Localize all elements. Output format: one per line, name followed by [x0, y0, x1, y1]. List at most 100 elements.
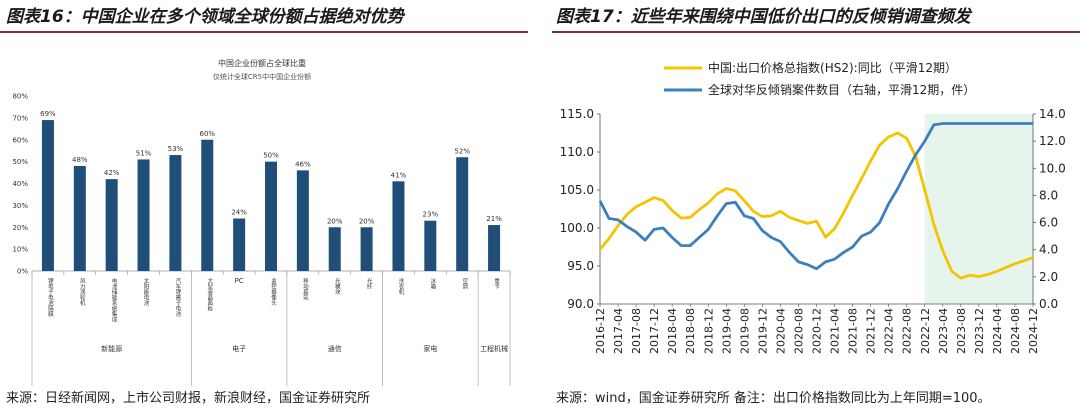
xtick-label: 2017-12 [648, 308, 661, 354]
bar-category-label: 风力涡轮机 [79, 278, 86, 307]
bar-ytick-label: 70% [12, 114, 28, 122]
bar-data-label: 53% [168, 145, 184, 153]
xtick-label: 2021-12 [865, 308, 878, 354]
left-header-rule [0, 31, 528, 33]
bar-data-label: 42% [104, 169, 120, 177]
bar-category-label: 光模块 [334, 277, 341, 296]
right-ytick-label: 4.0 [1039, 243, 1058, 257]
left-ytick-label: 95.0 [567, 259, 594, 273]
bar-group-label: 新能源 [101, 344, 122, 353]
right-ytick-label: 6.0 [1039, 216, 1058, 230]
bar-data-label: 60% [199, 130, 215, 138]
right-ytick-label: 14.0 [1039, 107, 1066, 121]
bar-chart-subtitle: 仅统计全球CR5中中国企业份额 [213, 72, 311, 81]
xtick-label: 2024-04 [991, 308, 1004, 354]
bar-category-label: PC [235, 277, 244, 285]
bar-data-label: 23% [423, 211, 439, 219]
xtick-label: 2018-12 [702, 308, 715, 354]
bar-category-label: 电池储能系统集成 [111, 277, 118, 324]
right-source-note: 来源：wind，国金证券研究所 备注：出口价格指数同比为上年同期=100。 [556, 391, 991, 406]
bar-category-label: 空调 [461, 277, 468, 291]
bar [488, 225, 501, 271]
xtick-label: 2022-04 [883, 308, 896, 354]
bar-category-label: 监控摄像头 [270, 277, 277, 307]
bar-data-label: 46% [295, 160, 311, 168]
right-header-rule [552, 31, 1080, 33]
bar-category-label: 太阳能电池 [143, 277, 150, 306]
xtick-label: 2018-08 [684, 308, 697, 354]
bar [169, 155, 182, 271]
bar-data-label: 20% [359, 217, 375, 225]
bar-category-label: 洗衣机 [397, 277, 404, 296]
bar [265, 161, 277, 271]
bar-category-label: 重卡 [493, 277, 500, 291]
left-ytick-label: 115.0 [560, 107, 594, 121]
bar-group-label: 通信 [328, 344, 342, 353]
legend-label-cases: 全球对华反倾销案件数目（右轴，平滑12期，件） [708, 82, 975, 97]
left-figure-header: 图表16：中国企业在多个领域全球份额占据绝对优势 [6, 7, 404, 27]
bar [424, 220, 437, 271]
xtick-label: 2020-08 [792, 308, 805, 354]
series-line-cases [598, 122, 1033, 271]
bar-ytick-label: 10% [12, 246, 28, 254]
bar [201, 139, 214, 271]
bar-category-label: 汽车锂离子电池 [174, 277, 181, 317]
xtick-label: 2022-12 [919, 308, 932, 354]
bar-data-label: 52% [454, 147, 470, 155]
left-ytick-label: 110.0 [560, 145, 594, 159]
line-chart: 中国:出口价格总指数(HS2):同比（平滑12期） 全球对华反倾销案件数目（右轴… [560, 60, 1066, 354]
bar-ytick-label: 20% [12, 224, 28, 232]
xtick-label: 2020-04 [774, 308, 787, 354]
bar-group-label: 工程机械 [480, 344, 508, 353]
xtick-label: 2018-04 [666, 308, 679, 354]
bar-group-label: 家电 [423, 344, 437, 353]
left-source-note: 来源：日经新闻网，上市公司财报，新浪财经，国金证券研究所 [6, 391, 371, 406]
bar [41, 120, 54, 271]
bar-ytick-label: 50% [12, 158, 28, 166]
bar-data-label: 69% [40, 110, 56, 118]
bar-group-label: 电子 [232, 344, 246, 353]
bar-chart: 中国企业份额占全球比重 仅统计全球CR5中中国企业份额 0% 10% 20% 30% 4… [12, 58, 511, 386]
bar-data-label: 50% [263, 152, 279, 160]
xtick-label: 2020-12 [811, 308, 824, 354]
xtick-label: 2024-12 [1027, 308, 1040, 354]
bar-ytick-label: 30% [12, 202, 28, 210]
right-ytick-label: 0.0 [1039, 297, 1058, 311]
right-figure-header: 图表17：近些年来围绕中国低价出口的反倾销调查频发 [556, 7, 971, 27]
right-ytick-label: 8.0 [1039, 188, 1058, 202]
shaded-period [924, 114, 1033, 304]
xtick-label: 2016-12 [594, 308, 607, 354]
bar-ytick-label: 0% [17, 268, 28, 276]
series-line-price [598, 131, 1034, 280]
bar-data-label: 20% [327, 217, 343, 225]
left-ytick-label: 105.0 [560, 183, 594, 197]
bar-category-label: 移动基站 [302, 277, 309, 302]
bar-category-label: 冰箱 [429, 277, 436, 291]
bar-category-label: 光纤 [366, 277, 373, 291]
xtick-label: 2017-08 [630, 308, 643, 354]
xtick-label: 2023-08 [955, 308, 968, 354]
bar [73, 166, 86, 271]
bar-ytick-label: 80% [12, 93, 28, 101]
bar [328, 227, 341, 271]
bar [233, 218, 246, 271]
xtick-label: 2019-08 [738, 308, 751, 354]
xtick-label: 2021-08 [847, 308, 860, 354]
right-ytick-label: 10.0 [1039, 161, 1066, 175]
legend-label-price: 中国:出口价格总指数(HS2):同比（平滑12期） [708, 60, 957, 75]
bar [296, 170, 309, 271]
bar [360, 227, 373, 271]
left-ytick-label: 90.0 [567, 297, 594, 311]
bar-chart-title: 中国企业份额占全球比重 [218, 58, 306, 68]
xtick-label: 2019-12 [756, 308, 769, 354]
right-ytick-label: 12.0 [1039, 134, 1066, 148]
xtick-label: 2024-08 [1009, 308, 1022, 354]
right-ytick-label: 2.0 [1039, 270, 1058, 284]
bar-ytick-label: 40% [12, 180, 28, 188]
left-ytick-label: 100.0 [560, 221, 594, 235]
xtick-label: 2017-04 [612, 308, 625, 354]
xtick-label: 2023-12 [973, 308, 986, 354]
bar-data-label: 51% [136, 149, 152, 157]
bar [105, 179, 118, 271]
xtick-label: 2023-04 [937, 308, 950, 354]
